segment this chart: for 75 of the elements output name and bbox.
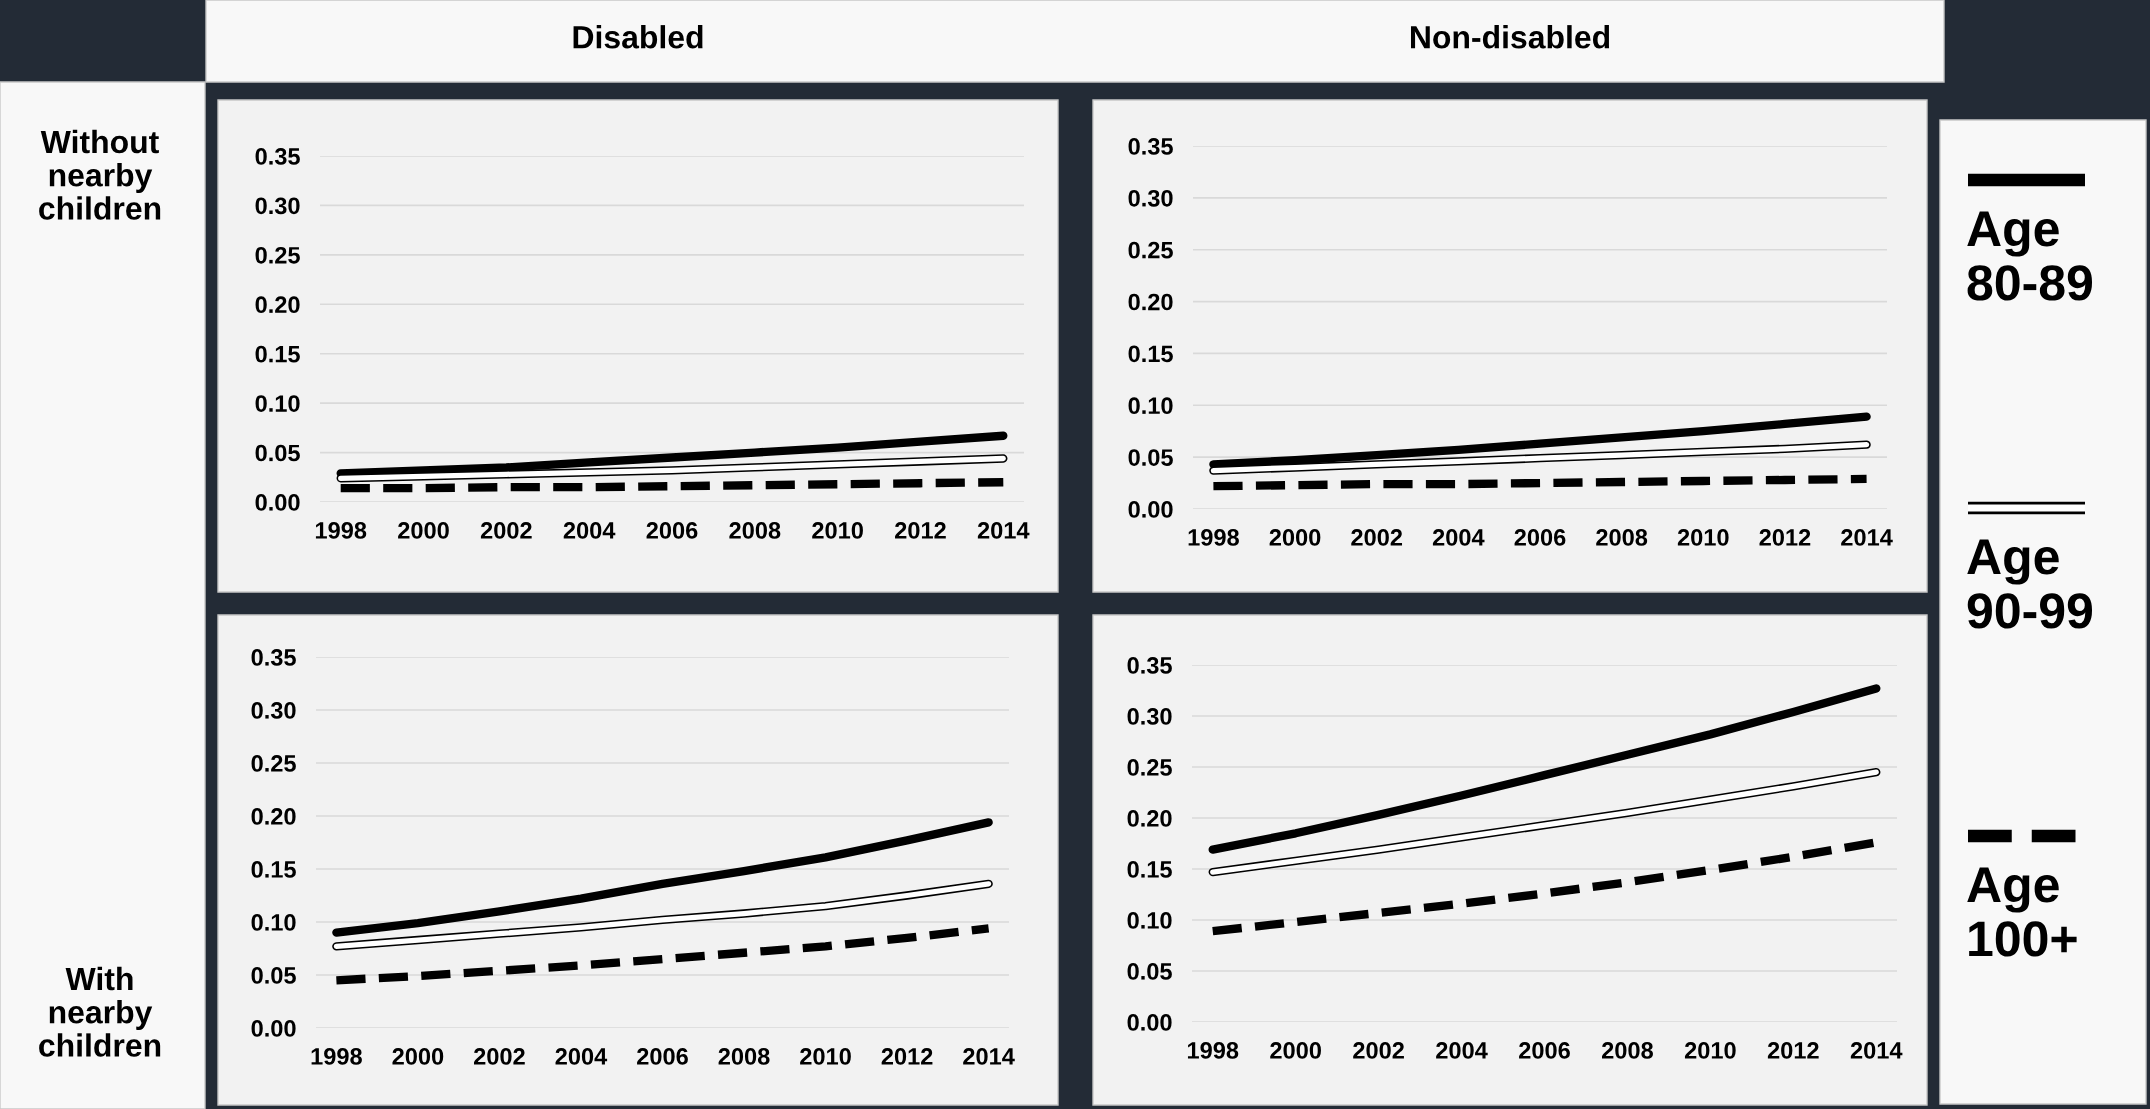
y-tick-label: 0.25: [255, 246, 300, 264]
y-tick-label: 0.00: [1128, 501, 1173, 518]
x-tick-label: 2006: [1519, 1042, 1570, 1059]
y-tick-label: 0.15: [255, 345, 300, 363]
x-tick-label: 2014: [1841, 529, 1893, 546]
y-tick-label: 0.15: [1128, 345, 1173, 363]
y-tick-label: 0.30: [1128, 189, 1173, 207]
y-tick-label: 0.10: [255, 395, 300, 412]
y-tick-label: 0.10: [251, 914, 296, 931]
y-tick-label: 0.30: [255, 197, 300, 215]
x-tick-label: 2004: [555, 1048, 608, 1065]
x-tick-label: 1998: [315, 522, 367, 539]
x-tick-label: 2002: [474, 1048, 525, 1065]
x-tick-label: 1998: [1188, 529, 1239, 546]
x-tick-label: 1998: [1187, 1042, 1239, 1059]
x-tick-label: 2010: [1684, 1042, 1736, 1059]
y-tick-label: 0.30: [1127, 708, 1172, 725]
legend-label: Age 80-89: [1967, 211, 2093, 301]
x-tick-label: 2012: [1767, 1042, 1819, 1059]
x-tick-label: 1998: [311, 1048, 362, 1065]
x-tick-label: 2002: [480, 522, 532, 539]
x-tick-label: 2010: [800, 1048, 851, 1065]
y-tick-label: 0.35: [1127, 657, 1172, 674]
y-tick-label: 0.35: [1128, 138, 1173, 155]
y-axis-title: With nearby children: [39, 966, 161, 1057]
chart-title: Disabled: [573, 25, 703, 49]
x-tick-label: 2002: [1353, 1042, 1404, 1059]
y-tick-label: 0.10: [1127, 912, 1172, 929]
y-tick-label: 0.00: [1127, 1014, 1172, 1031]
x-tick-label: 2006: [637, 1048, 688, 1065]
x-tick-label: 2010: [1677, 529, 1729, 546]
x-tick-label: 2004: [1432, 529, 1485, 546]
x-tick-label: 2000: [392, 1048, 444, 1065]
y-tick-label: 0.05: [1127, 963, 1172, 980]
x-tick-label: 2012: [1759, 529, 1811, 546]
y-tick-label: 0.35: [255, 148, 300, 165]
x-tick-label: 2012: [881, 1048, 933, 1065]
y-tick-label: 0.20: [255, 296, 300, 314]
x-tick-label: 2014: [1850, 1042, 1903, 1059]
y-tick-label: 0.00: [251, 1020, 296, 1037]
y-tick-label: 0.00: [255, 494, 300, 511]
x-tick-label: 2006: [646, 522, 698, 539]
legend-label: Age 90-99: [1967, 539, 2093, 629]
x-tick-label: 2008: [718, 1048, 770, 1065]
chart-title: Non-disabled: [1410, 25, 1610, 49]
x-tick-label: 2008: [1596, 529, 1648, 546]
x-tick-label: 2010: [812, 522, 863, 539]
y-tick-label: 0.25: [251, 755, 296, 772]
legend-label: Age 100+: [1967, 867, 2077, 957]
y-tick-label: 0.05: [255, 444, 300, 462]
x-tick-label: 2012: [895, 522, 946, 539]
y-tick-label: 0.25: [1128, 241, 1173, 259]
y-tick-label: 0.30: [251, 702, 296, 719]
y-tick-label: 0.20: [1128, 293, 1173, 311]
x-tick-label: 2008: [1602, 1042, 1653, 1059]
y-tick-label: 0.35: [251, 649, 296, 666]
y-tick-label: 0.05: [1128, 449, 1173, 466]
x-tick-label: 2006: [1514, 529, 1566, 546]
x-tick-label: 2004: [563, 522, 616, 539]
x-tick-label: 2008: [729, 522, 781, 539]
x-tick-label: 2000: [1270, 1042, 1321, 1059]
y-tick-label: 0.20: [251, 808, 296, 825]
x-tick-label: 2014: [963, 1048, 1015, 1065]
y-tick-label: 0.20: [1127, 810, 1172, 827]
x-tick-label: 2014: [977, 522, 1030, 539]
y-axis-title: Without nearby children: [39, 129, 161, 220]
x-tick-label: 2000: [1269, 529, 1321, 546]
y-tick-label: 0.25: [1127, 759, 1172, 776]
y-tick-label: 0.05: [251, 967, 296, 984]
x-tick-label: 2002: [1351, 529, 1403, 546]
x-tick-label: 2004: [1436, 1042, 1488, 1059]
y-tick-label: 0.10: [1128, 397, 1173, 415]
x-tick-label: 2000: [398, 522, 449, 539]
y-tick-label: 0.15: [251, 861, 296, 878]
y-tick-label: 0.15: [1127, 861, 1172, 878]
